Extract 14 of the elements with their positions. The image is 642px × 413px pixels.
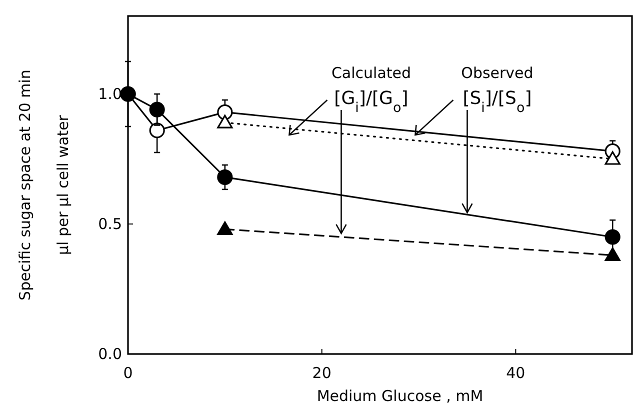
point <box>217 169 233 185</box>
point <box>604 229 620 245</box>
y-tick-label: 0.0 <box>98 345 122 363</box>
y-tick-label: 0.5 <box>98 215 122 233</box>
y-tick-label: 1.0 <box>98 85 122 103</box>
annotation: Observed [S$_{i}$]/[S$_{o}$] <box>461 64 534 116</box>
annotation: Calculated [G$_{i}$]/[G$_{o}$] <box>331 64 412 116</box>
x-tick-label: 20 <box>312 364 332 382</box>
text: Specific sugar space at 20 min μl per μl cell water <box>16 70 72 300</box>
x-tick-label: 0 <box>123 364 133 382</box>
x-tick-label: 40 <box>506 364 526 382</box>
point <box>149 102 165 118</box>
point <box>149 122 165 138</box>
x-axis-title: Medium Glucose , mM <box>316 387 484 405</box>
